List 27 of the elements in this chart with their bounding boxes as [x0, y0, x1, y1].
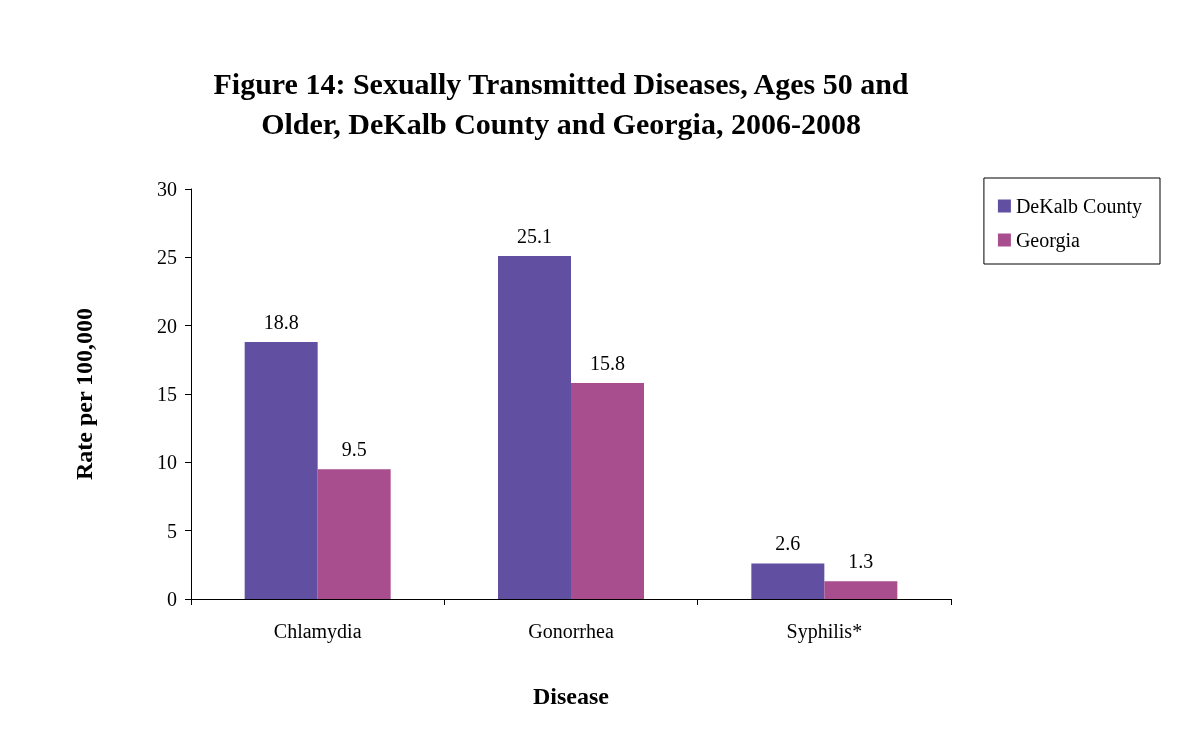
y-axis-title: Rate per 100,000 — [71, 307, 97, 481]
chart-title: Figure 14: Sexually Transmitted Diseases, Ages 50 and Older, DeKalb County and Georgia, 2006-2008 — [213, 66, 909, 140]
data-label: 2.6 — [775, 532, 801, 555]
y-tick-label: 25 — [157, 246, 177, 269]
bar — [571, 383, 644, 599]
y-tick-label: 15 — [157, 383, 177, 405]
legend-label: DeKalb County — [1015, 195, 1142, 218]
legend-label: Georgia — [1015, 229, 1081, 252]
y-tick-label: 10 — [157, 451, 177, 474]
x-tick-label: Chlamydia — [273, 620, 362, 643]
y-tick-label: 5 — [167, 519, 177, 542]
y-tick-label: 30 — [157, 178, 177, 200]
x-tick-label: Syphilis* — [786, 620, 863, 643]
bar — [498, 255, 571, 599]
x-tick-label: Gonorrhea — [528, 620, 614, 642]
data-label: 18.8 — [263, 311, 299, 334]
bar — [751, 563, 825, 599]
data-label: 25.1 — [517, 224, 552, 247]
data-label: 9.5 — [341, 438, 367, 461]
bar — [317, 469, 391, 599]
y-tick-label: 20 — [157, 314, 177, 337]
data-label: 1.3 — [848, 550, 874, 573]
y-tick-label: 0 — [167, 588, 177, 610]
bar — [244, 342, 318, 599]
bar — [824, 581, 898, 599]
x-axis-title: Disease — [533, 683, 610, 709]
data-label: 15.8 — [590, 352, 625, 375]
